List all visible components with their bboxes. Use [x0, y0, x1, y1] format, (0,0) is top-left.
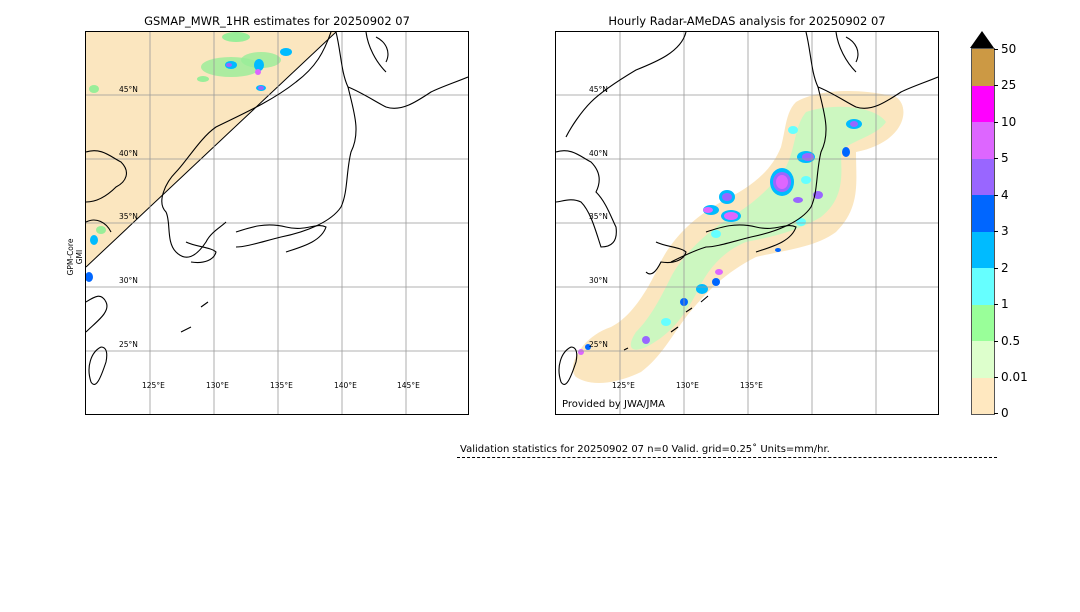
- right-map-canvas: [556, 32, 938, 414]
- colorbar-label: 3: [1001, 224, 1009, 238]
- satellite-sensor-label: GPM-Core GMI: [66, 238, 84, 276]
- lat-tick-40: 40°N: [589, 149, 608, 158]
- colorbar-extend-arrow: [970, 31, 994, 48]
- colorbar-tick: [994, 341, 998, 342]
- colorbar-tick: [994, 268, 998, 269]
- colorbar-segment-5-10: [972, 122, 994, 159]
- colorbar-tick: [994, 195, 998, 196]
- lon-tick-130: 130°E: [676, 381, 699, 390]
- lat-tick-35: 35°N: [119, 212, 138, 221]
- lat-tick-45: 45°N: [119, 85, 138, 94]
- colorbar-segment-10-25: [972, 85, 994, 122]
- lon-tick-125: 125°E: [142, 381, 165, 390]
- colorbar-segment-25-50: [972, 49, 994, 86]
- lat-tick-45: 45°N: [589, 85, 608, 94]
- lon-tick-135: 135°E: [740, 381, 763, 390]
- colorbar-label: 0.5: [1001, 334, 1021, 348]
- colorbar-tick: [994, 231, 998, 232]
- colorbar-segment-0-001: [972, 377, 994, 414]
- lon-tick-135: 135°E: [270, 381, 293, 390]
- colorbar-segment-05-1: [972, 304, 994, 341]
- colorbar-label: 0.01: [1001, 370, 1028, 384]
- lon-tick-140: 140°E: [334, 381, 357, 390]
- data-credit: Provided by JWA/JMA: [562, 399, 665, 410]
- lon-tick-130: 130°E: [206, 381, 229, 390]
- right-map-title: Hourly Radar-AMeDAS analysis for 2025090…: [608, 14, 886, 28]
- colorbar-tick: [994, 158, 998, 159]
- left-map-title: GSMAP_MWR_1HR estimates for 20250902 07: [144, 14, 410, 28]
- lat-tick-30: 30°N: [119, 276, 138, 285]
- lat-tick-35: 35°N: [589, 212, 608, 221]
- colorbar: [971, 48, 995, 415]
- colorbar-segment-1-2: [972, 268, 994, 305]
- lat-tick-40: 40°N: [119, 149, 138, 158]
- colorbar-label: 0: [1001, 406, 1009, 420]
- colorbar-segment-4-5: [972, 158, 994, 195]
- colorbar-tick: [994, 122, 998, 123]
- colorbar-label: 4: [1001, 188, 1009, 202]
- validation-divider: [457, 457, 997, 458]
- colorbar-tick: [994, 85, 998, 86]
- colorbar-label: 50: [1001, 42, 1017, 56]
- left-map-canvas: [86, 32, 468, 414]
- colorbar-segment-2-3: [972, 231, 994, 268]
- lon-tick-125: 125°E: [612, 381, 635, 390]
- left-map-panel: [85, 31, 469, 415]
- validation-statistics: Validation statistics for 20250902 07 n=…: [460, 444, 830, 455]
- colorbar-tick: [994, 413, 998, 414]
- colorbar-label: 5: [1001, 151, 1009, 165]
- lat-tick-25: 25°N: [589, 340, 608, 349]
- colorbar-tick: [994, 377, 998, 378]
- colorbar-label: 10: [1001, 115, 1017, 129]
- lon-tick-145: 145°E: [397, 381, 420, 390]
- right-map-panel: Provided by JWA/JMA: [555, 31, 939, 415]
- colorbar-segment-001-05: [972, 341, 994, 378]
- colorbar-label: 2: [1001, 261, 1009, 275]
- lat-tick-30: 30°N: [589, 276, 608, 285]
- colorbar-tick: [994, 49, 998, 50]
- lat-tick-25: 25°N: [119, 340, 138, 349]
- colorbar-segment-3-4: [972, 195, 994, 232]
- colorbar-label: 1: [1001, 297, 1009, 311]
- colorbar-label: 25: [1001, 78, 1017, 92]
- colorbar-tick: [994, 304, 998, 305]
